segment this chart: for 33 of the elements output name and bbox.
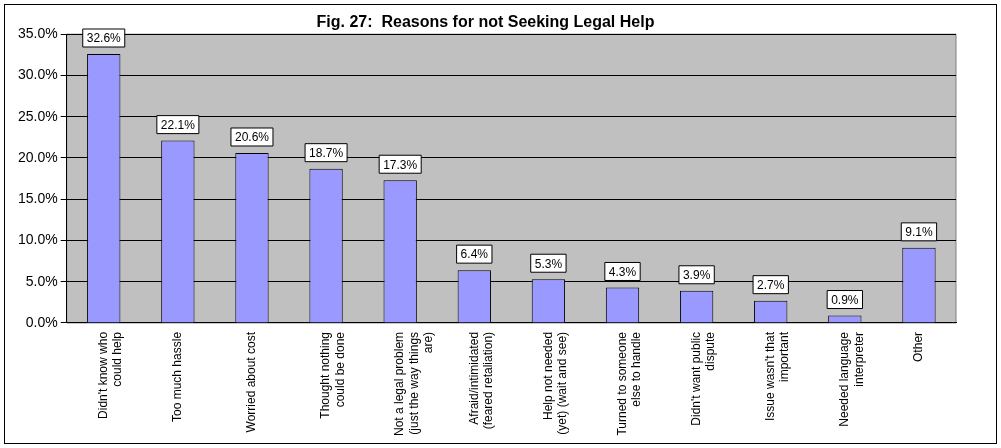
y-tick-label: 35.0% (17, 25, 58, 42)
y-tick-label: 20.0% (17, 148, 58, 165)
data-label: 20.6% (234, 130, 270, 145)
data-label: 9.1% (905, 225, 933, 240)
y-tick-label: 30.0% (17, 66, 58, 83)
data-label: 2.7% (757, 277, 785, 292)
data-label: 6.4% (460, 247, 489, 262)
data-label: 0.9% (831, 292, 859, 307)
x-tick-label: Too much hassle (170, 331, 185, 422)
y-tick-label: 25.0% (17, 107, 58, 124)
chart-title: Fig. 27: Reasons for not Seeking Legal Help (316, 13, 655, 31)
x-tick-label: Afraid/intimidated (feared retaliation) (466, 331, 496, 430)
y-tick-label: 15.0% (17, 190, 58, 207)
data-label: 4.3% (608, 264, 637, 279)
x-tick-label: Worried about cost (244, 331, 259, 433)
data-label: 5.3% (534, 256, 563, 271)
x-tick-label: Didn't know who could help (96, 331, 125, 419)
x-tick-label: Turned to someone else to handle (614, 331, 644, 436)
y-tick-label: 5.0% (25, 272, 58, 289)
x-tick-label: Help not needed (yet) (wait and see) (540, 331, 570, 435)
x-tick-label: Not a legal problem (just the way things are) (392, 331, 436, 437)
data-label: 3.9% (682, 268, 711, 283)
x-tick-label: Didn't want public dispute (688, 331, 718, 426)
x-tick-label: Issue wasn't that important (763, 331, 792, 421)
y-tick-label: 0.0% (25, 313, 58, 330)
y-tick-label: 10.0% (17, 231, 58, 248)
data-label: 22.1% (160, 117, 196, 132)
x-tick-label: Other (911, 331, 926, 362)
x-tick-label: Thought nothing could be done (318, 331, 347, 419)
data-label: 32.6% (86, 31, 122, 46)
data-label: 18.7% (309, 145, 344, 160)
x-tick-label: Needed language interpreter (837, 331, 866, 427)
data-label: 17.3% (383, 157, 418, 172)
